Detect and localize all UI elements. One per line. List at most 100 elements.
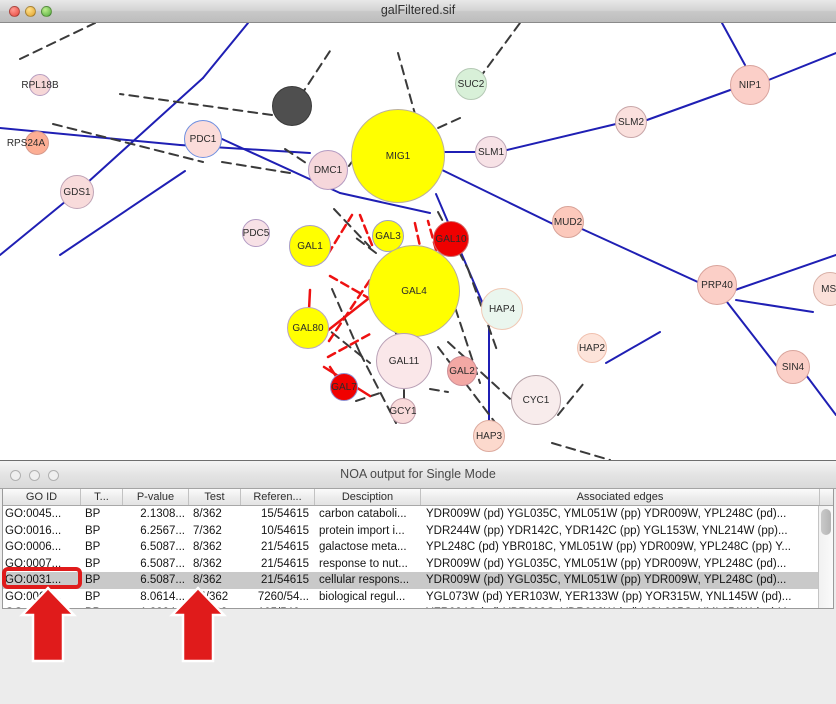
network-node-gal2[interactable]: GAL2 — [447, 356, 477, 386]
network-node-label: SIN4 — [781, 361, 805, 373]
network-node-label: MSI — [821, 283, 836, 295]
noa-output-dialog: NOA output for Single Mode GO ID T... P-va… — [0, 460, 836, 704]
table-row[interactable]: GO:0031...BP1.3324...11/362105/546...res… — [3, 605, 833, 608]
close-window-button[interactable] — [9, 6, 20, 17]
network-node-hap2[interactable]: HAP2 — [577, 333, 607, 363]
table-cell-p_value: 8.0614... — [140, 590, 185, 603]
network-node-gal4[interactable]: GAL4 — [368, 245, 460, 337]
network-node-label: GAL11 — [388, 355, 420, 367]
table-cell-description: response to nut... — [315, 605, 421, 608]
table-row[interactable]: GO:0006... BP 6.5087... 8/362 21/54615 galact… — [3, 539, 833, 556]
network-node-pdc1[interactable]: PDC1 — [184, 120, 222, 158]
table-cell-type: BP — [85, 541, 101, 554]
table-cell-go_id: GO:0006... — [5, 541, 62, 554]
table-cell-p_value: 6.5087... — [140, 557, 185, 570]
network-node-slm2[interactable]: SLM2 — [615, 106, 647, 138]
network-node-gcy1[interactable]: GCY1 — [389, 398, 417, 424]
table-cell-description: protein import i... — [319, 524, 405, 537]
network-node-mud2[interactable]: MUD2 — [552, 206, 584, 238]
dialog-titlebar: NOA output for Single Mode — [0, 461, 836, 489]
network-node-label: GCY1 — [389, 405, 417, 417]
table-cell-description: cellular respons... — [319, 574, 410, 587]
table-cell-reference: 21/54615 — [261, 541, 309, 554]
network-node-nip1[interactable]: NIP1 — [730, 65, 770, 105]
scrollbar-thumb[interactable] — [821, 509, 831, 535]
table-cell-test: 8/362 — [193, 574, 222, 587]
network-node-rps24a[interactable]: RPS24A — [7, 131, 49, 155]
dialog-minimize-button[interactable] — [29, 470, 40, 481]
network-node-gal1[interactable]: GAL1 — [289, 225, 331, 267]
network-node-gal11[interactable]: GAL11 — [376, 333, 432, 389]
table-cell-reference: 21/54615 — [261, 574, 309, 587]
network-node-label: GAL4 — [401, 285, 427, 297]
table-vertical-scrollbar[interactable] — [818, 506, 833, 608]
network-node-label: MIG1 — [385, 150, 411, 162]
network-node-dmc1[interactable]: DMC1 — [308, 150, 348, 190]
table-row[interactable]: GO:0016... BP 6.2567... 7/362 10/54615 protei… — [3, 523, 833, 540]
table-cell-edges: YDR009W (pd) YGL035C, YML051W (pp) YDR00… — [426, 574, 787, 587]
network-node-sin4[interactable]: SIN4 — [776, 350, 810, 384]
network-node-gal7[interactable]: GAL7 — [330, 373, 358, 401]
minimize-window-button[interactable] — [25, 6, 36, 17]
table-cell-test: 8/362 — [193, 541, 222, 554]
table-cell-p_value: 6.5087... — [140, 574, 185, 587]
results-table[interactable]: GO ID T... P-value Test Referen... Desciption… — [2, 489, 834, 609]
network-node-label: PRP40 — [701, 279, 733, 291]
maximize-window-button[interactable] — [41, 6, 52, 17]
network-node-rpl18b[interactable]: RPL18B — [21, 74, 59, 96]
table-row[interactable]: GO:0007... BP 6.5087... 8/362 21/54615 respon… — [3, 556, 833, 573]
network-node-suc2[interactable]: SUC2 — [455, 68, 487, 100]
dialog-close-button[interactable] — [10, 470, 21, 481]
network-node-mig1[interactable]: MIG1 — [351, 109, 445, 203]
table-cell-type: BP — [85, 574, 101, 587]
table-cell-test: 8/362 — [193, 508, 222, 521]
network-node-prp40[interactable]: PRP40 — [697, 265, 737, 305]
network-node-gal80[interactable]: GAL80 — [287, 307, 329, 349]
dialog-window-controls[interactable] — [10, 470, 59, 481]
dialog-maximize-button[interactable] — [48, 470, 59, 481]
network-node-label: PDC5 — [242, 227, 270, 239]
network-node-label: DMC1 — [313, 164, 343, 176]
table-column-header-6[interactable]: Associated edges — [421, 489, 820, 505]
table-cell-p_value: 2.1308... — [140, 508, 185, 521]
table-column-header-5[interactable]: Desciption — [315, 489, 421, 505]
table-cell-description: galactose meta... — [319, 541, 407, 554]
network-node-pdc5[interactable]: PDC5 — [242, 219, 270, 247]
network-node-hap4[interactable]: HAP4 — [481, 288, 523, 330]
network-node-slm1[interactable]: SLM1 — [475, 136, 507, 168]
table-cell-type: BP — [85, 557, 101, 570]
table-cell-go_id: GO:0031... — [3, 605, 81, 608]
table-cell-type: BP — [85, 590, 101, 603]
table-column-header-3[interactable]: Test — [189, 489, 241, 505]
table-column-header-2[interactable]: P-value — [123, 489, 189, 505]
table-row[interactable]: GO:0031... BP 6.5087... 8/362 21/54615 cellul… — [3, 572, 833, 589]
table-cell-reference: 105/546... — [241, 605, 315, 608]
table-column-header-0[interactable]: GO ID — [3, 489, 81, 505]
network-node-unlabeled[interactable] — [272, 86, 312, 126]
table-cell-reference: 15/54615 — [261, 508, 309, 521]
window-controls[interactable] — [9, 6, 52, 17]
network-node-label: PDC1 — [189, 133, 217, 145]
table-row[interactable]: GO:0065... BP 8.0614... 94/362 7260/54... bio… — [3, 589, 833, 606]
network-node-label: GAL3 — [375, 230, 401, 242]
network-node-label: SUC2 — [457, 78, 485, 90]
table-cell-edges: YDR009W (pd) YGL035C, YML051W (pp) YDR00… — [426, 508, 787, 521]
table-column-header-1[interactable]: T... — [81, 489, 123, 505]
table-cell-p_value: 1.3324... — [123, 605, 189, 608]
network-edges — [0, 23, 836, 460]
table-cell-reference: 7260/54... — [257, 590, 309, 603]
table-cell-description: carbon cataboli... — [319, 508, 407, 521]
table-body[interactable]: GO:0045... BP 2.1308... 8/362 15/54615 carbon… — [3, 506, 833, 608]
network-canvas[interactable]: RPL18B RPS24A GDS1 PDC1 PDC5 DMC1 GAL1 GAL3 MIG1… — [0, 23, 836, 460]
network-node-label: HAP2 — [578, 342, 606, 354]
table-column-header-4[interactable]: Referen... — [241, 489, 315, 505]
network-node-gds1[interactable]: GDS1 — [60, 175, 94, 209]
table-header-row[interactable]: GO ID T... P-value Test Referen... Desciption… — [3, 489, 833, 506]
table-cell-p_value: 6.5087... — [140, 541, 185, 554]
network-node-label: HAP4 — [488, 303, 516, 315]
network-node-cyc1[interactable]: CYC1 — [511, 375, 561, 425]
table-cell-go_id: GO:0065... — [5, 590, 62, 603]
table-row[interactable]: GO:0045... BP 2.1308... 8/362 15/54615 carbon… — [3, 506, 833, 523]
network-node-hap3[interactable]: HAP3 — [473, 420, 505, 452]
